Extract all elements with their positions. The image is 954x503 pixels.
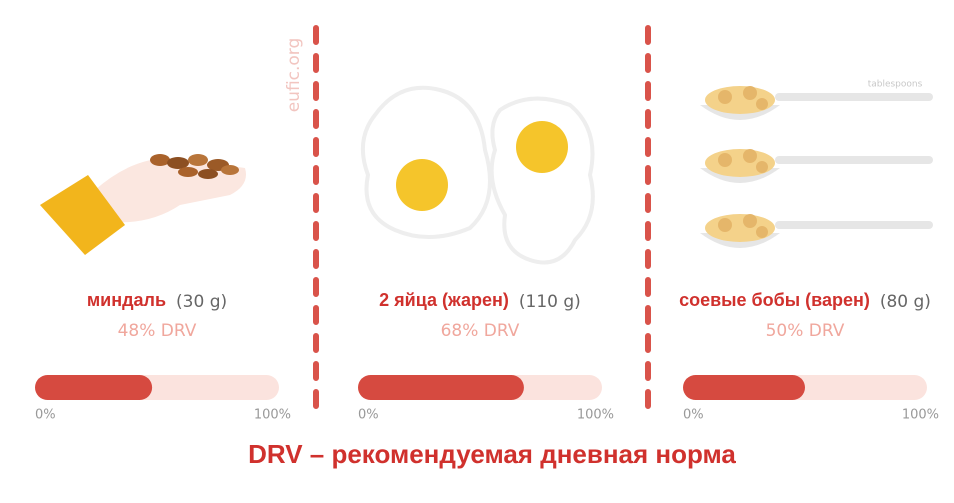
item-name: 2 яйца (жарен): [379, 290, 509, 310]
scale-max: 100%: [254, 408, 291, 423]
scale-max: 100%: [902, 408, 939, 423]
almond-illustration: [40, 154, 246, 255]
egg-illustration: [360, 85, 595, 265]
scale-min: 0%: [358, 408, 379, 423]
drv-label: 68% DRV: [441, 321, 520, 341]
item-name: соевые бобы (варен): [679, 290, 870, 310]
scale-min: 0%: [683, 408, 704, 423]
item-amount: (30 g): [176, 292, 227, 312]
scale-max: 100%: [577, 408, 614, 423]
source-label: eufic.org: [284, 38, 304, 113]
drv-label: 50% DRV: [766, 321, 845, 341]
scale-min: 0%: [35, 408, 56, 423]
bar-fill: [35, 375, 153, 400]
drv-label: 48% DRV: [118, 321, 197, 341]
spoon-illustration: [700, 86, 933, 248]
footer: DRV – рекомендуемая дневная норма: [248, 439, 736, 469]
bar-fill: [358, 375, 524, 400]
spoon-label: tablespoons: [868, 80, 923, 90]
bar-fill: [683, 375, 805, 400]
item-amount: (80 g): [880, 292, 931, 312]
item-name: миндаль: [87, 290, 166, 310]
item-amount: (110 g): [519, 292, 581, 312]
